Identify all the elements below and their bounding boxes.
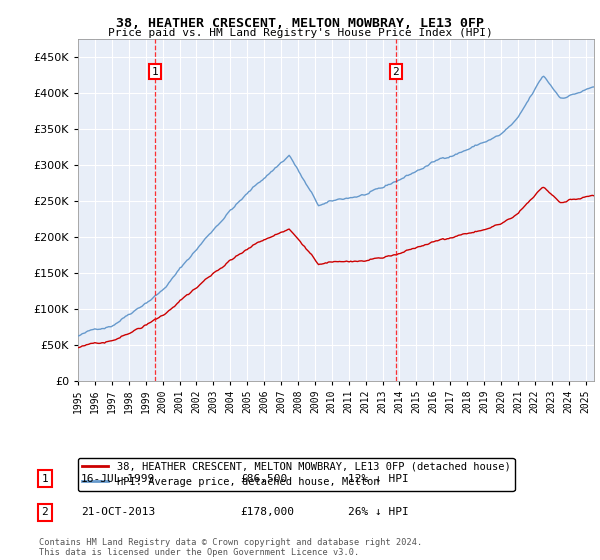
Text: £178,000: £178,000 xyxy=(240,507,294,517)
Legend: 38, HEATHER CRESCENT, MELTON MOWBRAY, LE13 0FP (detached house), HPI: Average pr: 38, HEATHER CRESCENT, MELTON MOWBRAY, LE… xyxy=(78,458,515,491)
Text: 1: 1 xyxy=(41,474,49,484)
Text: 12% ↓ HPI: 12% ↓ HPI xyxy=(348,474,409,484)
Text: 2: 2 xyxy=(392,67,399,77)
Text: £86,500: £86,500 xyxy=(240,474,287,484)
Text: Contains HM Land Registry data © Crown copyright and database right 2024.
This d: Contains HM Land Registry data © Crown c… xyxy=(39,538,422,557)
Text: 21-OCT-2013: 21-OCT-2013 xyxy=(81,507,155,517)
Text: Price paid vs. HM Land Registry's House Price Index (HPI): Price paid vs. HM Land Registry's House … xyxy=(107,28,493,38)
Text: 38, HEATHER CRESCENT, MELTON MOWBRAY, LE13 0FP: 38, HEATHER CRESCENT, MELTON MOWBRAY, LE… xyxy=(116,17,484,30)
Text: 1: 1 xyxy=(151,67,158,77)
Text: 16-JUL-1999: 16-JUL-1999 xyxy=(81,474,155,484)
Text: 26% ↓ HPI: 26% ↓ HPI xyxy=(348,507,409,517)
Text: 2: 2 xyxy=(41,507,49,517)
